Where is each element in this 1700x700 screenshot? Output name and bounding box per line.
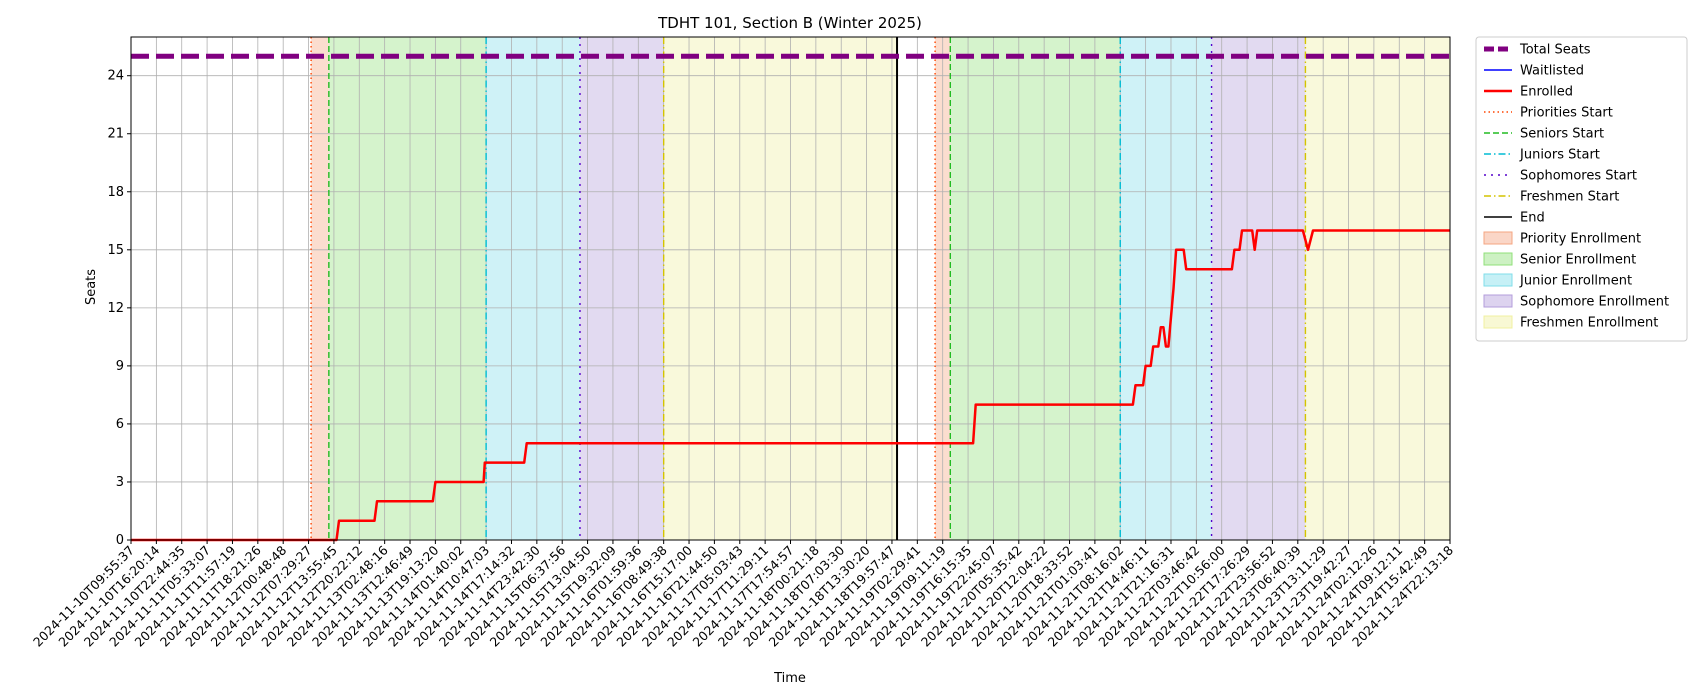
band-priority-enrollment (311, 37, 329, 540)
legend-swatch (1483, 315, 1513, 329)
band-sophomore-enrollment (1211, 37, 1306, 540)
legend-swatch (1483, 294, 1513, 308)
legend-label: Senior Enrollment (1520, 253, 1636, 268)
legend-label: Waitlisted (1520, 64, 1584, 79)
y-axis-ticks: 0 3 6 9 12 15 18 21 24 (107, 69, 131, 548)
band-senior-enrollment (950, 37, 1121, 540)
legend-label: Junior Enrollment (1519, 274, 1632, 289)
y-tick-label: 3 (116, 475, 124, 490)
legend-box (1475, 36, 1688, 342)
y-axis-label: Seats (84, 269, 99, 305)
x-axis-ticks: 2024-11-10T09:55:372024-11-10T16:20:1420… (30, 540, 1456, 650)
legend-label: Total Seats (1519, 43, 1591, 58)
legend-label: Juniors Start (1519, 148, 1600, 163)
legend-swatch (1483, 273, 1513, 287)
band-freshmen-enrollment (1305, 37, 1450, 540)
legend-label: Enrolled (1520, 85, 1573, 100)
y-tick-label: 24 (107, 69, 124, 84)
band-junior-enrollment (486, 37, 580, 540)
legend: Total Seats Waitlisted Enrolled Priorities … (1475, 36, 1688, 342)
band-sophomore-enrollment (579, 37, 664, 540)
legend-label: Seniors Start (1520, 127, 1604, 142)
x-axis-label: Time (773, 671, 806, 686)
legend-label: Priority Enrollment (1520, 232, 1641, 247)
legend-label: Sophomore Enrollment (1520, 295, 1669, 310)
y-tick-label: 9 (116, 359, 124, 374)
phase-markers (310, 37, 1307, 540)
y-tick-label: 18 (107, 185, 124, 200)
legend-label: Freshmen Enrollment (1520, 316, 1658, 331)
series-lines (131, 53, 1450, 542)
y-tick-label: 12 (107, 301, 124, 316)
legend-label: Priorities Start (1520, 106, 1613, 121)
legend-swatch (1483, 252, 1513, 266)
series-enrolled (131, 229, 1450, 542)
legend-label: End (1520, 211, 1545, 226)
band-junior-enrollment (1120, 37, 1212, 540)
band-freshmen-enrollment (663, 37, 898, 540)
y-tick-label: 21 (107, 127, 124, 142)
y-tick-label: 15 (107, 243, 124, 258)
y-tick-label: 6 (116, 417, 124, 432)
legend-swatch (1483, 231, 1513, 245)
band-senior-enrollment (328, 37, 487, 540)
enrollment-bands (311, 37, 1450, 540)
legend-label: Freshmen Start (1520, 190, 1619, 205)
chart-title: TDHT 101, Section B (Winter 2025) (657, 14, 922, 32)
y-tick-label: 0 (116, 533, 124, 548)
legend-label: Sophomores Start (1520, 169, 1637, 184)
